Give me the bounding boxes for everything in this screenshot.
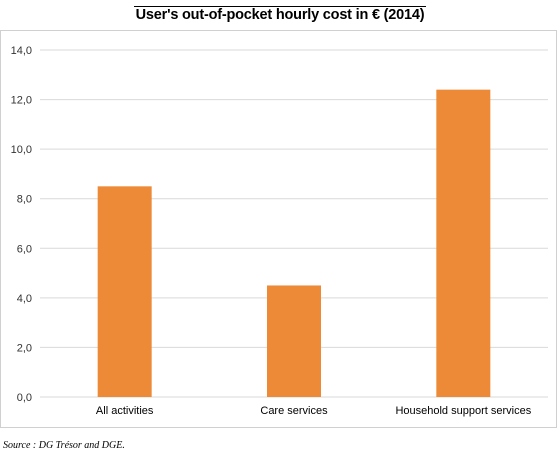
x-category-label: Care services: [260, 405, 328, 417]
source-note: Source : DG Trésor and DGE.: [3, 440, 125, 451]
x-category-label: All activities: [96, 405, 154, 417]
chart-title-text: User's out-of-pocket hourly cost in € (2…: [133, 6, 427, 23]
y-tick-label: 14,0: [11, 45, 32, 57]
y-tick-label: 0,0: [17, 392, 32, 404]
bar: [436, 89, 491, 398]
y-tick-label: 8,0: [17, 194, 32, 206]
x-category-label: Household support services: [395, 405, 531, 417]
chart-frame: [0, 30, 557, 428]
y-tick-label: 2,0: [17, 342, 32, 354]
bar: [97, 186, 152, 397]
chart-title: User's out-of-pocket hourly cost in € (2…: [0, 6, 560, 23]
y-tick-label: 10,0: [11, 144, 32, 156]
y-tick-label: 4,0: [17, 293, 32, 305]
bar: [267, 285, 321, 397]
y-tick-label: 12,0: [11, 95, 32, 107]
y-tick-label: 6,0: [17, 243, 32, 255]
